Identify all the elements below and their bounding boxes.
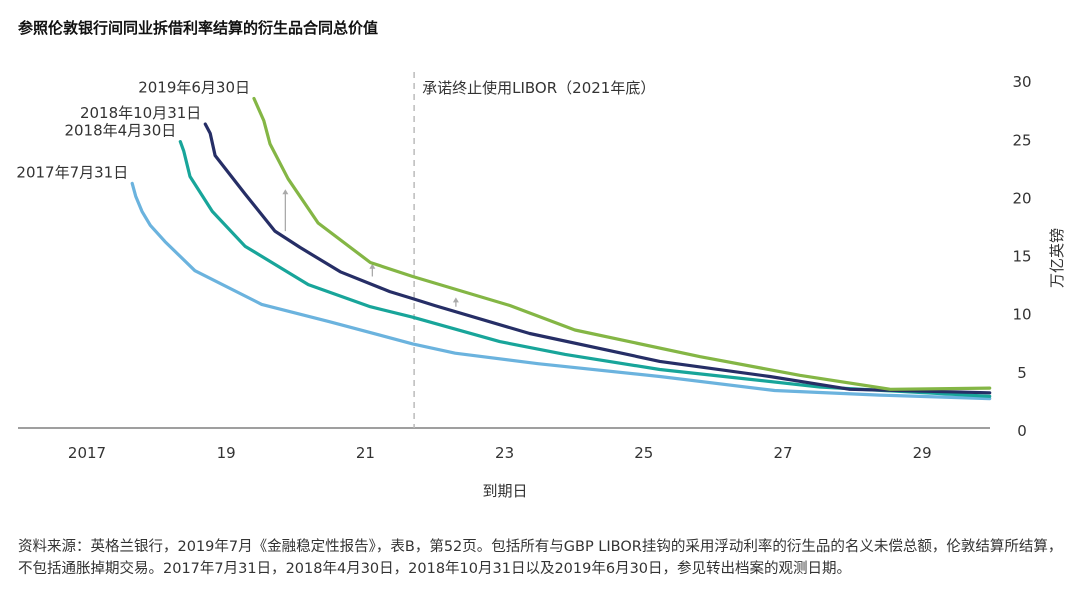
- x-tick-label: 21: [356, 444, 375, 462]
- series-line: [203, 122, 992, 395]
- footnote: 资料来源：英格兰银行，2019年7月《金融稳定性报告》，表B，第52页。包括所有…: [18, 539, 1063, 577]
- series-label: 2019年6月30日: [138, 79, 250, 97]
- series-line: [252, 96, 992, 391]
- y-tick-label: 20: [1012, 189, 1031, 207]
- series-label: 2018年10月31日: [80, 104, 201, 122]
- y-tick-label: 0: [1017, 422, 1027, 440]
- annotation-label: 承诺终止使用LIBOR（2021年底）: [422, 79, 655, 97]
- y-tick-label: 30: [1012, 73, 1031, 91]
- series-line: [178, 140, 992, 398]
- arrow-head: [282, 189, 289, 195]
- x-tick-label: 25: [634, 444, 653, 462]
- chart-title: 参照伦敦银行间同业拆借利率结算的衍生品合同总价值: [18, 19, 379, 37]
- line-chart: 承诺终止使用LIBOR（2021年底） 2017 19 21 23 25 27 29 0 5 10 1…: [16, 72, 1066, 500]
- x-tick-label: 27: [773, 444, 792, 462]
- series-line: [130, 181, 992, 401]
- series-label: 2018年4月30日: [64, 122, 176, 140]
- x-axis-title: 到期日: [482, 482, 527, 500]
- y-tick-label: 5: [1017, 364, 1027, 382]
- arrow-head: [452, 297, 459, 303]
- x-tick-label: 29: [913, 444, 932, 462]
- y-tick-label: 15: [1012, 248, 1031, 266]
- x-tick-label: 2017: [68, 444, 106, 462]
- x-tick-label: 19: [217, 444, 236, 462]
- series-label: 2017年7月31日: [16, 163, 128, 181]
- arrow-head: [369, 263, 376, 269]
- y-tick-label: 10: [1012, 306, 1031, 324]
- y-tick-label: 25: [1012, 131, 1031, 149]
- x-tick-label: 23: [495, 444, 514, 462]
- y-axis-title: 万亿英镑: [1048, 228, 1066, 288]
